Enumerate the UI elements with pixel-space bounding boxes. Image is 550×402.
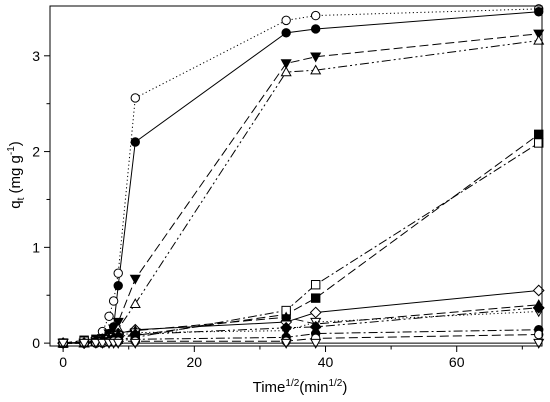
series-3-point-7 <box>112 317 124 328</box>
series-line-1 <box>63 8 539 344</box>
series-2-point-9 <box>281 28 291 38</box>
series-13-point-7 <box>112 338 124 349</box>
series-2-point-7 <box>113 280 123 291</box>
series-13-point-3 <box>90 338 102 349</box>
x-tick-label: 20 <box>187 354 203 370</box>
series-13-point-8 <box>129 338 141 349</box>
series-3-point-8 <box>129 274 141 285</box>
y-tick-label: 3 <box>32 48 40 64</box>
series-6-point-11 <box>534 138 544 148</box>
y-tick-label: 1 <box>32 239 40 255</box>
series-4-point-9 <box>280 66 292 77</box>
series-line-5 <box>63 133 540 344</box>
y-tick-label: 2 <box>32 144 40 160</box>
series-4-point-10 <box>310 64 322 75</box>
x-tick-label: 60 <box>449 354 465 370</box>
series-5-point-10 <box>310 293 321 303</box>
x-axis-label: Time1/2(min1/2) <box>253 378 348 396</box>
axis-layer: 0 20 40 60 0 1 2 3 <box>32 5 543 370</box>
series-6-point-10 <box>310 280 321 290</box>
series-1-point-8 <box>130 93 140 103</box>
series-13-point-11 <box>533 338 545 349</box>
y-axis-label: qt (mg g-1) <box>6 141 27 209</box>
series-4-point-8 <box>129 298 141 309</box>
series-1-point-10 <box>310 10 321 21</box>
series-13-point-2 <box>78 338 90 349</box>
series-12-point-11 <box>534 329 544 340</box>
series-13-point-9 <box>280 338 292 349</box>
series-1-point-6 <box>108 296 119 306</box>
series-13-point-10 <box>310 338 322 349</box>
x-tick-label: 40 <box>318 354 334 370</box>
series-4-point-11 <box>533 34 545 45</box>
y-tick-label: 0 <box>32 335 40 351</box>
x-tick-label: 0 <box>59 354 67 370</box>
series-1-point-5 <box>104 311 114 322</box>
series-line-2 <box>63 11 539 344</box>
plot-frame <box>49 5 543 347</box>
series-2-point-11 <box>534 7 544 17</box>
series-1-point-9 <box>281 15 291 26</box>
series-2-point-8 <box>130 137 140 147</box>
marker-layer <box>57 4 545 350</box>
series-3-point-11 <box>533 29 545 40</box>
series-2-point-10 <box>310 24 321 34</box>
series-line-6 <box>63 142 539 344</box>
series-line-11 <box>63 329 539 344</box>
series-3-point-9 <box>280 59 292 70</box>
series-13-point-1 <box>57 338 69 349</box>
series-8-point-9 <box>280 311 292 322</box>
series-13-point-4 <box>96 338 109 349</box>
series-7-point-10 <box>309 306 322 319</box>
series-3-point-10 <box>310 52 322 63</box>
series-1-point-7 <box>113 268 123 278</box>
series-layer <box>63 8 540 344</box>
